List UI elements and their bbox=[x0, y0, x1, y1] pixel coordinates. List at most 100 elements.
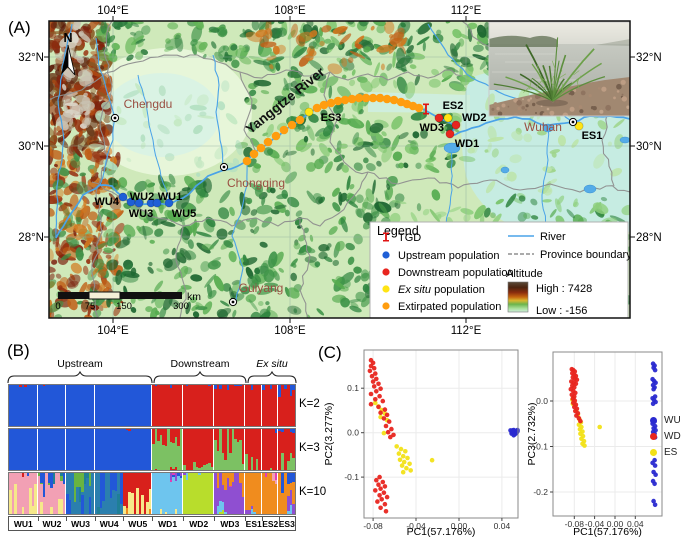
svg-text:km: km bbox=[187, 291, 201, 303]
group-label-ex-situ: Ex situ bbox=[256, 358, 288, 370]
panel-c-label: (C) bbox=[318, 343, 342, 362]
legend-tgd-label: TGD bbox=[398, 232, 421, 244]
population-label-strip: WU1 WU2 WU3 WU4 WU5 WD1 WD2 WD3 ES1 ES2 ES3 bbox=[8, 516, 296, 531]
axis-right-28n: 28°N bbox=[636, 232, 662, 244]
city-markers: Chengdu Chongqing Guiyang Wuhan bbox=[110, 97, 578, 307]
structure-block-WU3 bbox=[66, 385, 95, 426]
ex-situ-population-dots bbox=[304, 107, 584, 131]
svg-text:WD1: WD1 bbox=[455, 138, 479, 150]
structure-block-WD1 bbox=[152, 385, 184, 426]
structure-block-WU1 bbox=[9, 429, 38, 470]
axis-left-28n: 28°N bbox=[18, 232, 44, 244]
svg-text:WU5: WU5 bbox=[172, 208, 196, 220]
map-frame bbox=[48, 20, 631, 319]
structure-block-WD1 bbox=[152, 473, 184, 514]
svg-text:WU4: WU4 bbox=[95, 196, 120, 208]
population-label-WU4: WU4 bbox=[94, 517, 124, 530]
population-label-ES1: ES1 bbox=[245, 517, 262, 529]
legend-altitude-high: High : 7428 bbox=[536, 283, 592, 295]
panel-a-label: (A) bbox=[8, 18, 31, 37]
structure-block-ES2 bbox=[261, 385, 279, 426]
structure-block-WU2 bbox=[37, 429, 67, 470]
svg-text:150: 150 bbox=[116, 301, 132, 312]
axis-top-112e: 112°E bbox=[451, 5, 482, 17]
pca-legend-item-wd: WD bbox=[650, 428, 700, 444]
pca-plot-pc1-pc2: -0.08 -0.04 0.00 0.04 0.1 0.0 -0.1 PC1(57.176%)… bbox=[323, 349, 520, 538]
inset-photo bbox=[489, 22, 630, 116]
structure-block-WU5 bbox=[123, 385, 153, 426]
svg-text:0.04: 0.04 bbox=[627, 519, 644, 529]
structure-block-ES2 bbox=[261, 473, 279, 514]
extirpated-population-dots bbox=[242, 93, 424, 166]
structure-block-WD2 bbox=[183, 429, 215, 470]
upstream-population-dots bbox=[118, 192, 174, 208]
population-label-ES2: ES2 bbox=[261, 517, 279, 529]
x-axis-title: PC1(57.176%) bbox=[407, 526, 476, 538]
axis-left-32n: 32°N bbox=[18, 52, 44, 64]
svg-text:-0.2: -0.2 bbox=[533, 487, 548, 497]
axis-top-108e: 108°E bbox=[274, 5, 306, 17]
population-label-ES3: ES3 bbox=[278, 517, 295, 529]
legend-extirpated-label: Extirpated population bbox=[398, 301, 501, 313]
svg-text:-0.1: -0.1 bbox=[344, 472, 359, 482]
svg-text:N: N bbox=[63, 31, 72, 45]
altitude-ramp bbox=[507, 281, 529, 313]
svg-text:WD3: WD3 bbox=[420, 122, 444, 134]
brace-downstream bbox=[153, 370, 247, 384]
structure-block-WU4 bbox=[94, 385, 124, 426]
structure-block-ES1 bbox=[245, 473, 262, 514]
upstream-dot-icon bbox=[382, 251, 390, 259]
structure-block-ES3 bbox=[278, 473, 295, 514]
structure-row-k-3 bbox=[8, 428, 296, 471]
svg-text:ES2: ES2 bbox=[443, 100, 464, 112]
svg-text:ES3: ES3 bbox=[321, 112, 342, 124]
tgd-marker bbox=[423, 103, 429, 115]
svg-text:-0.04: -0.04 bbox=[585, 519, 605, 529]
svg-text:0.0: 0.0 bbox=[536, 396, 548, 406]
population-label-WU3: WU3 bbox=[66, 517, 95, 530]
population-label-WD3: WD3 bbox=[214, 517, 245, 530]
structure-block-WD3 bbox=[214, 473, 246, 514]
tgd-icon bbox=[383, 232, 389, 242]
legend-downstream-label: Downstream population bbox=[398, 267, 514, 279]
structure-block-ES1 bbox=[245, 429, 262, 470]
structure-block-WU1 bbox=[9, 385, 38, 426]
svg-text:WD2: WD2 bbox=[462, 112, 486, 124]
legend-dot-icon bbox=[650, 448, 657, 456]
structure-block-WD1 bbox=[152, 429, 184, 470]
population-label-WD1: WD1 bbox=[152, 517, 183, 530]
axis-top-104e: 104°E bbox=[97, 5, 129, 17]
structure-block-WU2 bbox=[37, 385, 67, 426]
structure-block-ES2 bbox=[261, 429, 279, 470]
brace-ex-situ bbox=[247, 370, 297, 384]
structure-row-k-10 bbox=[8, 472, 296, 515]
city-label-chengdu: Chengdu bbox=[124, 97, 173, 111]
downstream-dot-icon bbox=[382, 268, 390, 276]
pca-plot-pc1-pc3: -0.08 -0.04 0.00 0.04 0.0 -0.1 -0.2 PC1(57.176%… bbox=[528, 351, 663, 538]
population-label-WD2: WD2 bbox=[183, 517, 214, 530]
k3-row-label: K=3 bbox=[299, 442, 320, 454]
svg-text:75: 75 bbox=[85, 301, 96, 312]
structure-block-WU1 bbox=[9, 473, 38, 514]
city-label-guiyang: Guiyang bbox=[239, 281, 284, 295]
structure-block-WU4 bbox=[94, 429, 124, 470]
axis-bottom-108e: 108°E bbox=[274, 325, 306, 337]
structure-block-ES3 bbox=[278, 429, 295, 470]
axis-right-30n: 30°N bbox=[636, 141, 662, 153]
pca-series-WD bbox=[568, 366, 583, 424]
legend-box bbox=[369, 221, 629, 318]
structure-block-WU5 bbox=[123, 473, 153, 514]
structure-block-WU5 bbox=[123, 429, 153, 470]
svg-text:-0.08: -0.08 bbox=[363, 521, 383, 531]
svg-text:0: 0 bbox=[55, 301, 60, 312]
legend-altitude-label: Altitude bbox=[506, 268, 543, 280]
structure-block-ES1 bbox=[245, 385, 262, 426]
y-axis-title: PC2(3.277%) bbox=[323, 402, 335, 465]
axis-left-30n: 30°N bbox=[18, 141, 44, 153]
svg-text:0.0: 0.0 bbox=[347, 428, 359, 438]
population-label-WU2: WU2 bbox=[37, 517, 67, 530]
population-label-WU1: WU1 bbox=[13, 518, 33, 529]
structure-block-WD2 bbox=[183, 473, 215, 514]
